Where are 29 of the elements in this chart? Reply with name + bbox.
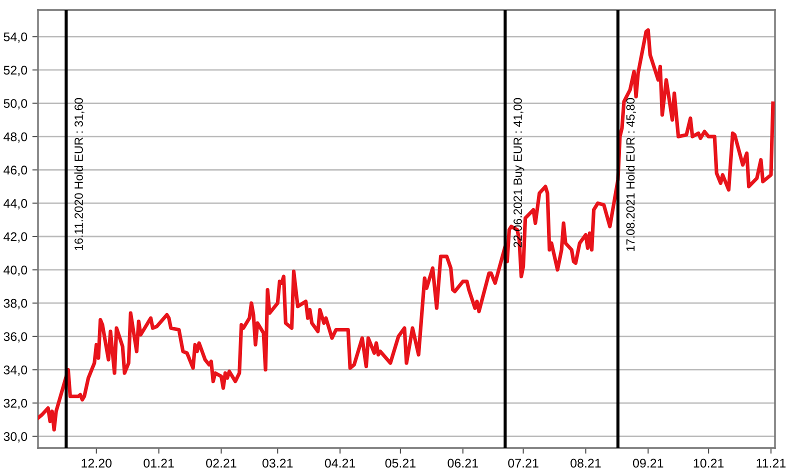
x-tick-label: 08.21 bbox=[570, 458, 601, 468]
x-tick-label: 01.21 bbox=[144, 458, 174, 468]
x-tick-label: 03.21 bbox=[262, 458, 293, 468]
y-tick-label: 40,0 bbox=[4, 266, 28, 276]
y-tick-label: 52,0 bbox=[4, 66, 28, 76]
y-tick-label: 54,0 bbox=[4, 32, 28, 43]
x-tick-label: 12.20 bbox=[82, 458, 112, 468]
y-tick-label: 38,0 bbox=[4, 298, 28, 310]
y-tick-label: 42,0 bbox=[4, 232, 28, 243]
x-tick-label: 04.21 bbox=[324, 458, 356, 468]
y-tick-label: 46,0 bbox=[4, 166, 28, 176]
ref-line-label: 22.06.2021 Buy EUR : 41,00 bbox=[514, 98, 524, 248]
y-tick-label: 34,0 bbox=[4, 366, 28, 376]
y-tick-label: 30,0 bbox=[4, 432, 28, 442]
y-tick-label: 44,0 bbox=[4, 198, 28, 210]
x-tick-label: 09.21 bbox=[632, 458, 664, 468]
x-tick-label: 06.21 bbox=[448, 458, 478, 468]
y-tick-label: 48,0 bbox=[4, 132, 28, 143]
x-tick-label: 05.21 bbox=[385, 458, 416, 468]
x-tick-label: 11.21 bbox=[756, 458, 786, 468]
line-series bbox=[38, 28, 775, 432]
y-tick-label: 32,0 bbox=[4, 398, 28, 410]
y-tick-label: 50,0 bbox=[4, 99, 28, 110]
ref-line-label: 16.11.2020 Hold EUR : 31,60 bbox=[74, 98, 84, 250]
x-tick-label: 02.21 bbox=[206, 458, 236, 468]
x-tick-label: 10.21 bbox=[694, 458, 724, 468]
y-tick-label: 36,0 bbox=[4, 332, 28, 343]
ref-line-label: 17.08.2021 Hold EUR : 45,80 bbox=[626, 98, 636, 251]
x-tick-label: 07.21 bbox=[508, 458, 538, 468]
